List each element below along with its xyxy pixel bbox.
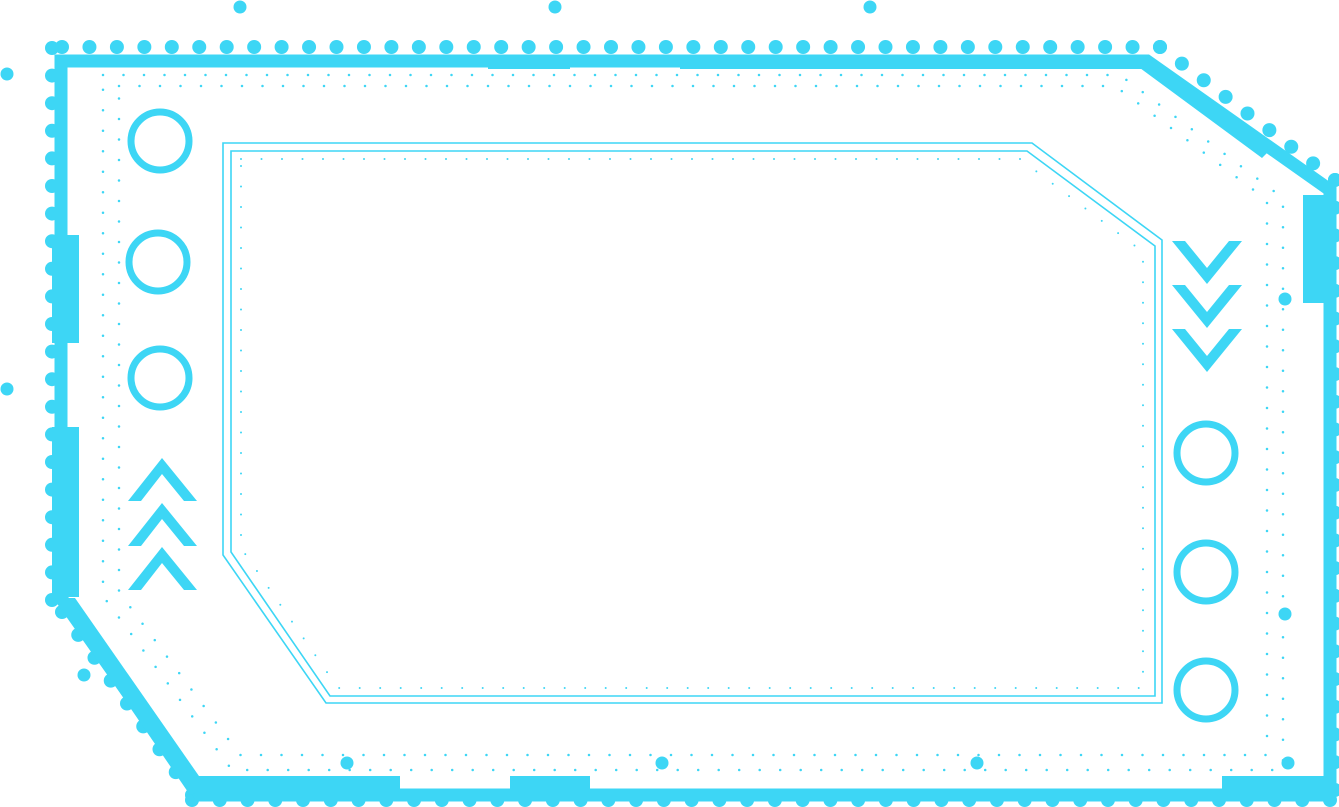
frame-icons <box>125 108 1242 723</box>
top-bar-short <box>488 55 570 69</box>
accent-dot <box>233 0 247 14</box>
inner-panel-outline-inner <box>230 150 1156 697</box>
inner-panel-outline-outer <box>222 142 1163 704</box>
scallop-dot <box>1306 156 1321 171</box>
scallop-dot <box>905 40 920 54</box>
bottom-left-diagonal-band <box>55 598 208 795</box>
outer-scallop-dots <box>45 40 1339 807</box>
chevron-down-icon <box>1172 241 1242 284</box>
ring-icon <box>1173 420 1239 486</box>
scallop-dot <box>933 40 948 54</box>
chevron-up-icon <box>128 547 197 590</box>
scallop-dot <box>741 40 756 54</box>
accent-dot <box>340 756 354 770</box>
scallop-dot <box>466 40 481 54</box>
ring-icon <box>1173 539 1239 605</box>
scallop-dot <box>1125 40 1140 54</box>
scallop-dot <box>411 40 426 54</box>
chevron-up-icon <box>128 458 197 501</box>
scallop-dot <box>219 40 234 54</box>
scallop-dot <box>631 40 646 54</box>
scallop-dot <box>1174 56 1189 71</box>
ring-icon <box>127 345 193 411</box>
ring-icon <box>1173 657 1239 723</box>
right-bar <box>1303 195 1331 303</box>
scallop-dot <box>356 40 371 54</box>
scallop-dot <box>109 40 124 54</box>
bottom-bar-right <box>1222 776 1330 800</box>
scallop-dot <box>439 40 454 54</box>
accent-dot <box>970 756 984 770</box>
dotted-track-outer <box>101 73 1285 772</box>
scallop-dot <box>1070 40 1085 54</box>
scallop-dot <box>960 40 975 54</box>
chevron-up-icon <box>128 503 197 546</box>
outer-frame-border <box>54 54 1337 802</box>
scallop-dot <box>302 40 317 54</box>
scallop-dot <box>604 40 618 54</box>
scallop-dot <box>247 40 262 54</box>
scallop-dot <box>851 40 866 54</box>
accent-dot <box>0 67 14 81</box>
scallop-dot <box>576 40 591 54</box>
scallop-dot <box>137 40 152 54</box>
scallop-dot <box>82 40 97 54</box>
scallop-dot <box>796 40 811 54</box>
accent-dot <box>1281 756 1295 770</box>
scallop-dot <box>192 40 207 54</box>
scallop-dot <box>329 40 344 54</box>
scallop-dot <box>686 40 701 54</box>
accent-dot <box>548 0 562 14</box>
accent-dot <box>655 756 669 770</box>
scallop-dot <box>658 40 673 54</box>
top-bar-long <box>680 55 1145 69</box>
scallop-dot <box>988 40 1003 54</box>
chevron-down-icon <box>1172 329 1242 372</box>
bottom-bar-left <box>195 776 400 800</box>
scallop-dot <box>521 40 536 54</box>
scallop-dot <box>549 40 564 54</box>
scallop-dot <box>1218 89 1233 104</box>
accent-dot <box>0 382 14 396</box>
scallop-dot <box>1284 139 1299 154</box>
scallop-dot <box>274 40 289 54</box>
left-bar-upper <box>52 235 79 343</box>
scallop-dot <box>494 40 509 54</box>
ring-icon <box>125 229 191 295</box>
scallop-dot <box>878 40 893 54</box>
top-right-diagonal-band <box>1140 55 1275 158</box>
bottom-bar-mid <box>510 776 590 800</box>
scallop-dot <box>1153 40 1167 54</box>
scallop-dot <box>768 40 783 54</box>
scallop-dot <box>1098 40 1113 54</box>
scallop-dot <box>384 40 399 54</box>
frame-accent-bars <box>52 55 1331 800</box>
loose-accent-dots <box>0 0 1295 770</box>
scallop-dot <box>1240 106 1255 121</box>
chevron-down-icon <box>1172 285 1242 328</box>
scallop-dot <box>164 40 179 54</box>
scallop-dot <box>45 41 59 55</box>
scallop-dot <box>1043 40 1058 54</box>
ring-icon <box>127 108 193 174</box>
inner-panel-dotted-line <box>240 158 1144 689</box>
accent-dot <box>77 668 91 682</box>
scallop-dot <box>1196 73 1211 88</box>
scallop-dot <box>1262 123 1277 138</box>
scallop-dot <box>713 40 728 54</box>
dotted-track-inner <box>117 84 1269 757</box>
left-bar-lower <box>52 427 79 597</box>
scallop-dot <box>1015 40 1030 54</box>
accent-dot <box>1278 292 1292 306</box>
scallop-dot <box>823 40 838 54</box>
accent-dot <box>863 0 877 14</box>
accent-dot <box>1278 607 1292 621</box>
